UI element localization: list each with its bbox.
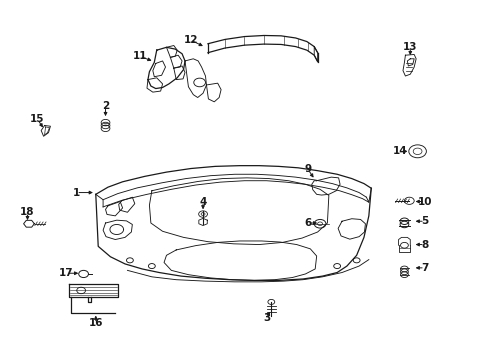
Text: 5: 5: [421, 216, 427, 226]
Text: 13: 13: [402, 42, 417, 52]
Text: 10: 10: [417, 197, 431, 207]
Text: 12: 12: [183, 35, 198, 45]
Text: 7: 7: [420, 263, 427, 273]
Text: 18: 18: [20, 207, 35, 217]
Text: 3: 3: [262, 313, 269, 323]
Text: 4: 4: [199, 197, 206, 207]
Text: 2: 2: [102, 102, 109, 112]
Text: 17: 17: [59, 268, 74, 278]
Text: 6: 6: [304, 218, 311, 228]
Text: 14: 14: [392, 146, 407, 156]
Text: 11: 11: [132, 51, 146, 61]
Text: 15: 15: [30, 114, 44, 124]
Text: 1: 1: [73, 188, 80, 198]
Text: 9: 9: [304, 164, 311, 174]
Text: 8: 8: [421, 239, 427, 249]
Text: 16: 16: [88, 319, 103, 328]
